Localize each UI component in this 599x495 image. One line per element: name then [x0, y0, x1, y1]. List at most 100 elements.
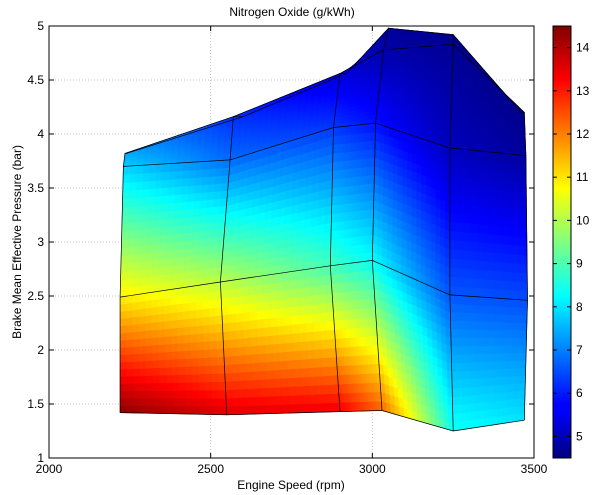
surface-patch: [488, 369, 494, 378]
surface-patch: [298, 314, 307, 325]
surface-patch: [483, 337, 490, 346]
surface-patch: [452, 396, 458, 406]
surface-patch: [127, 254, 135, 264]
surface-patch: [502, 216, 508, 227]
surface-patch: [213, 281, 222, 292]
surface-patch: [217, 356, 225, 366]
surface-patch: [271, 334, 280, 345]
surface-patch: [121, 230, 129, 241]
surface-patch: [479, 409, 485, 420]
surface-patch: [321, 348, 330, 359]
surface-patch: [511, 345, 518, 354]
surface-patch: [478, 177, 484, 189]
surface-patch: [464, 249, 470, 261]
surface-patch: [192, 389, 200, 399]
surface-patch: [273, 369, 282, 380]
surface-patch: [473, 287, 480, 298]
surface-patch: [478, 304, 485, 314]
surface-patch: [129, 165, 138, 175]
surface-patch: [255, 301, 264, 312]
surface-patch: [493, 329, 499, 338]
surface-patch: [204, 373, 213, 383]
surface-patch: [134, 229, 142, 239]
surface-patch: [395, 53, 401, 59]
surface-patch: [438, 75, 444, 83]
surface-patch: [296, 235, 305, 247]
surface-patch: [160, 218, 168, 229]
surface-patch: [153, 235, 161, 245]
surface-patch: [522, 272, 528, 283]
surface-patch: [139, 390, 147, 399]
surface-patch: [487, 160, 494, 171]
surface-patch: [521, 263, 528, 274]
surface-patch: [510, 413, 516, 423]
surface-patch: [512, 289, 519, 300]
surface-patch: [502, 271, 509, 282]
surface-patch: [474, 369, 480, 379]
surface-patch: [173, 217, 181, 227]
surface-patch: [323, 230, 332, 242]
surface-patch: [454, 311, 461, 322]
surface-patch: [497, 152, 503, 163]
surface-patch: [146, 228, 155, 238]
surface-patch: [428, 98, 434, 107]
surface-patch: [211, 221, 220, 231]
surface-patch: [465, 378, 471, 388]
surface-patch: [511, 199, 518, 210]
surface-patch: [154, 211, 162, 221]
surface-patch: [265, 343, 274, 354]
surface-patch: [165, 374, 173, 384]
surface-patch: [506, 375, 513, 385]
surface-patch: [439, 57, 445, 65]
surface-patch: [497, 352, 504, 362]
surface-patch: [209, 340, 218, 350]
surface-patch: [449, 211, 456, 223]
surface-patch: [267, 395, 277, 406]
surface-patch: [469, 345, 476, 355]
surface-patch: [502, 171, 508, 182]
surface-patch: [507, 306, 514, 315]
surface-patch: [468, 231, 475, 243]
surface-patch: [214, 298, 222, 308]
surface-patch: [139, 375, 147, 384]
surface-patch: [470, 419, 476, 429]
surface-patch: [245, 362, 254, 373]
surface-patch: [434, 57, 440, 65]
surface-patch: [119, 354, 127, 363]
surface-patch: [488, 224, 494, 235]
surface-patch: [473, 304, 480, 314]
surface-patch: [447, 69, 453, 78]
surface-patch: [428, 86, 435, 95]
surface-patch: [473, 259, 480, 270]
surface-patch: [278, 333, 287, 344]
surface-patch: [262, 300, 271, 311]
surface-patch: [474, 385, 480, 396]
surface-patch: [198, 381, 207, 391]
surface-patch: [170, 303, 178, 314]
surface-patch: [171, 350, 179, 360]
surface-patch: [459, 148, 465, 159]
surface-patch: [212, 397, 221, 407]
surface-patch: [247, 405, 256, 415]
surface-patch: [460, 345, 466, 355]
surface-patch: [182, 162, 191, 171]
surface-patch: [156, 163, 164, 173]
surface-patch: [141, 212, 149, 222]
surface-patch: [501, 399, 508, 409]
surface-patch: [172, 397, 181, 407]
surface-patch: [309, 258, 318, 270]
surface-patch: [202, 260, 210, 270]
surface-patch: [144, 284, 153, 294]
surface-patch: [154, 203, 162, 213]
surface-patch: [138, 284, 146, 295]
surface-patch: [497, 252, 504, 263]
surface-patch: [479, 417, 485, 428]
surface-patch: [521, 200, 527, 211]
surface-patch: [421, 51, 428, 59]
surface-patch: [158, 344, 166, 353]
surface-patch: [473, 250, 480, 261]
surface-patch: [394, 63, 401, 69]
surface-patch: [415, 85, 421, 93]
surface-patch: [195, 168, 204, 178]
surface-patch: [263, 309, 272, 320]
